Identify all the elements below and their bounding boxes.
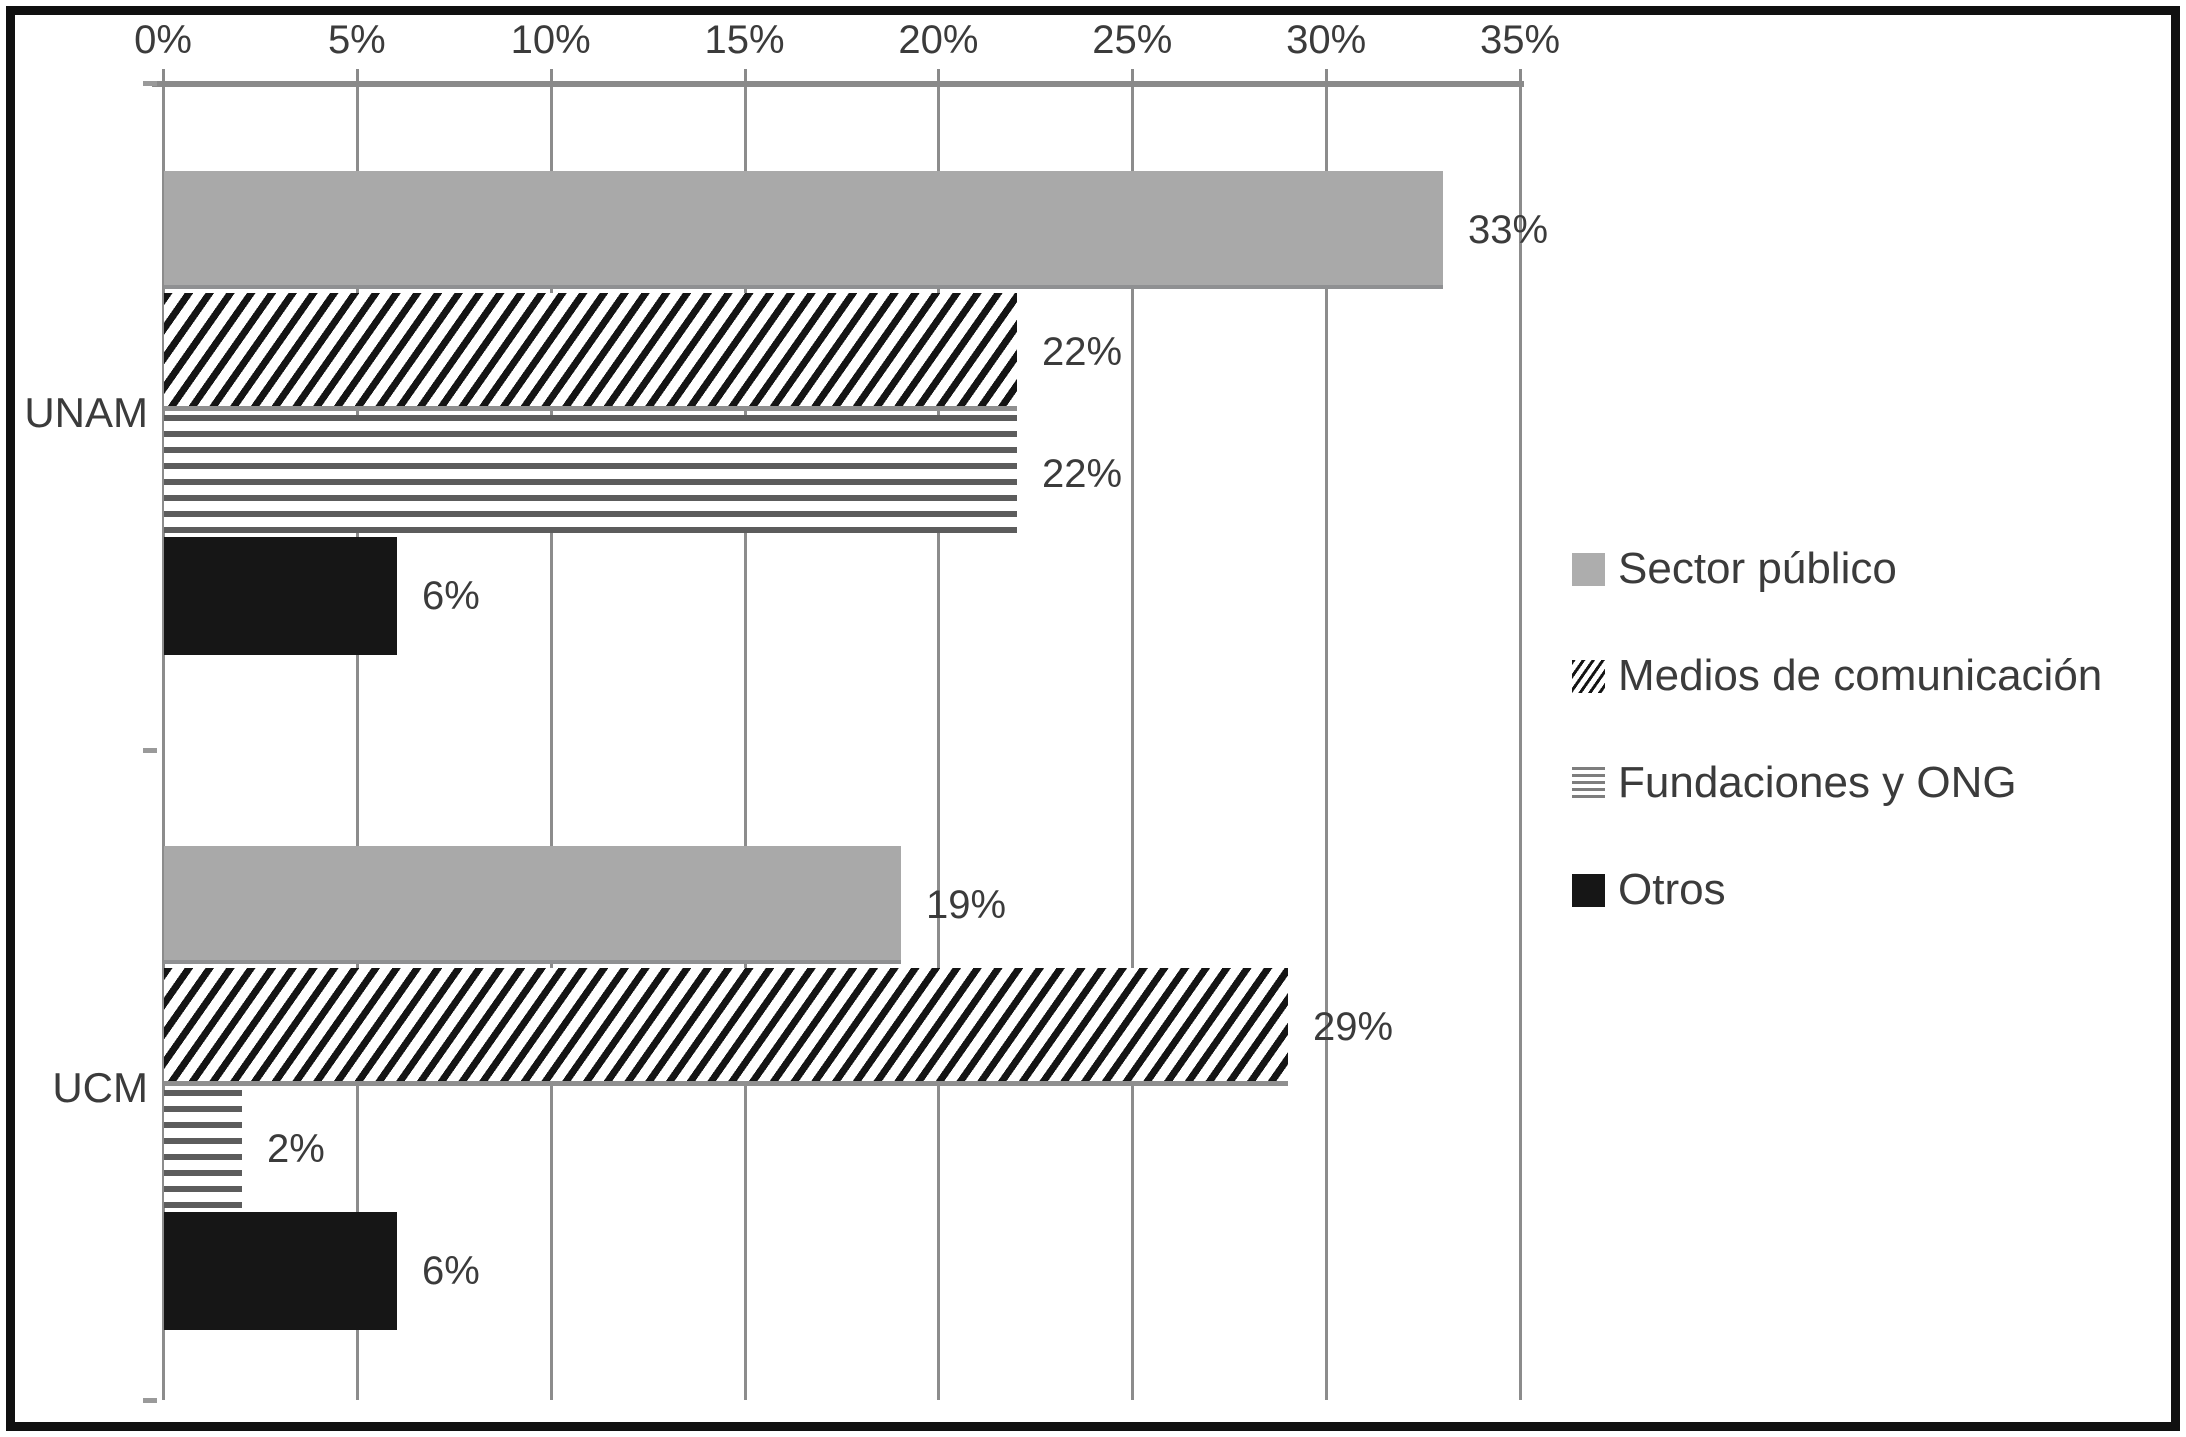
bar-otros-ucm	[164, 1212, 397, 1330]
legend-swatch-sector-publico-icon	[1572, 552, 1605, 586]
axis-tick-label: 20%	[898, 18, 979, 62]
axis-tick-label: 5%	[327, 18, 386, 62]
category-axis-tick	[143, 748, 157, 753]
category-label-unam: UNAM	[24, 389, 148, 436]
axis-tick	[743, 69, 747, 83]
bar-sector-publico-unam	[164, 171, 1443, 289]
gridline	[1325, 83, 1329, 1400]
legend-label-sector-publico: Sector público	[1618, 544, 1897, 593]
axis-tick	[162, 69, 165, 83]
category-axis-tick	[143, 81, 157, 86]
value-label-medios-de-comunicacion-ucm: 29%	[1313, 1005, 1394, 1049]
gridline	[1131, 83, 1135, 1400]
bar-sector-publico-ucm	[164, 846, 901, 964]
axis-tick	[937, 69, 941, 83]
legend: Sector público Medios de comunicación Fund…	[1572, 544, 2172, 974]
legend-item-fundaciones-y-ong: Fundaciones y ONG	[1572, 758, 2172, 807]
legend-item-otros: Otros	[1572, 865, 2172, 914]
value-label-sector-publico-ucm: 19%	[926, 883, 1007, 927]
bar-fundaciones-y-ong-unam	[164, 415, 1017, 533]
bar-medios-de-comunicacion-unam	[164, 293, 1017, 411]
category-axis-tick	[143, 1398, 157, 1403]
axis-tick-label: 30%	[1286, 18, 1367, 62]
legend-item-sector-publico: Sector público	[1572, 544, 2172, 593]
axis-tick-label: 15%	[704, 18, 785, 62]
value-label-sector-publico-unam: 33%	[1468, 208, 1549, 252]
value-label-medios-de-comunicacion-unam: 22%	[1042, 330, 1123, 374]
legend-label-otros: Otros	[1618, 865, 1726, 914]
legend-label-medios-de-comunicacion: Medios de comunicación	[1618, 651, 2103, 700]
bar-fundaciones-y-ong-ucm	[164, 1090, 242, 1208]
x-axis-line	[152, 81, 1524, 87]
value-label-otros-unam: 6%	[422, 574, 480, 618]
axis-tick-label: 25%	[1092, 18, 1173, 62]
legend-swatch-medios-de-comunicacion-icon	[1572, 659, 1605, 693]
axis-tick	[1325, 69, 1329, 83]
gridline	[937, 83, 941, 1400]
axis-tick	[1131, 69, 1135, 83]
value-label-fundaciones-y-ong-ucm: 2%	[267, 1127, 325, 1171]
gridline	[743, 83, 747, 1400]
category-label-ucm: UCM	[52, 1064, 148, 1111]
legend-label-fundaciones-y-ong: Fundaciones y ONG	[1618, 758, 2017, 807]
legend-swatch-fundaciones-y-ong-icon	[1572, 766, 1605, 800]
legend-swatch-otros-icon	[1572, 873, 1605, 907]
bar-medios-de-comunicacion-ucm	[164, 968, 1288, 1086]
gridline	[549, 83, 553, 1400]
value-label-otros-ucm: 6%	[422, 1249, 480, 1293]
gridline	[1519, 83, 1522, 1400]
bar-otros-unam	[164, 537, 397, 655]
axis-tick	[355, 69, 359, 83]
axis-tick	[1519, 69, 1522, 83]
value-label-fundaciones-y-ong-unam: 22%	[1042, 452, 1123, 496]
axis-tick-label: 0%	[134, 18, 192, 62]
axis-tick-label: 10%	[510, 18, 591, 62]
axis-tick	[549, 69, 553, 83]
gridline	[162, 83, 165, 1400]
gridline	[355, 83, 359, 1400]
legend-item-medios-de-comunicacion: Medios de comunicación	[1572, 651, 2172, 700]
axis-tick-label: 35%	[1479, 18, 1561, 62]
